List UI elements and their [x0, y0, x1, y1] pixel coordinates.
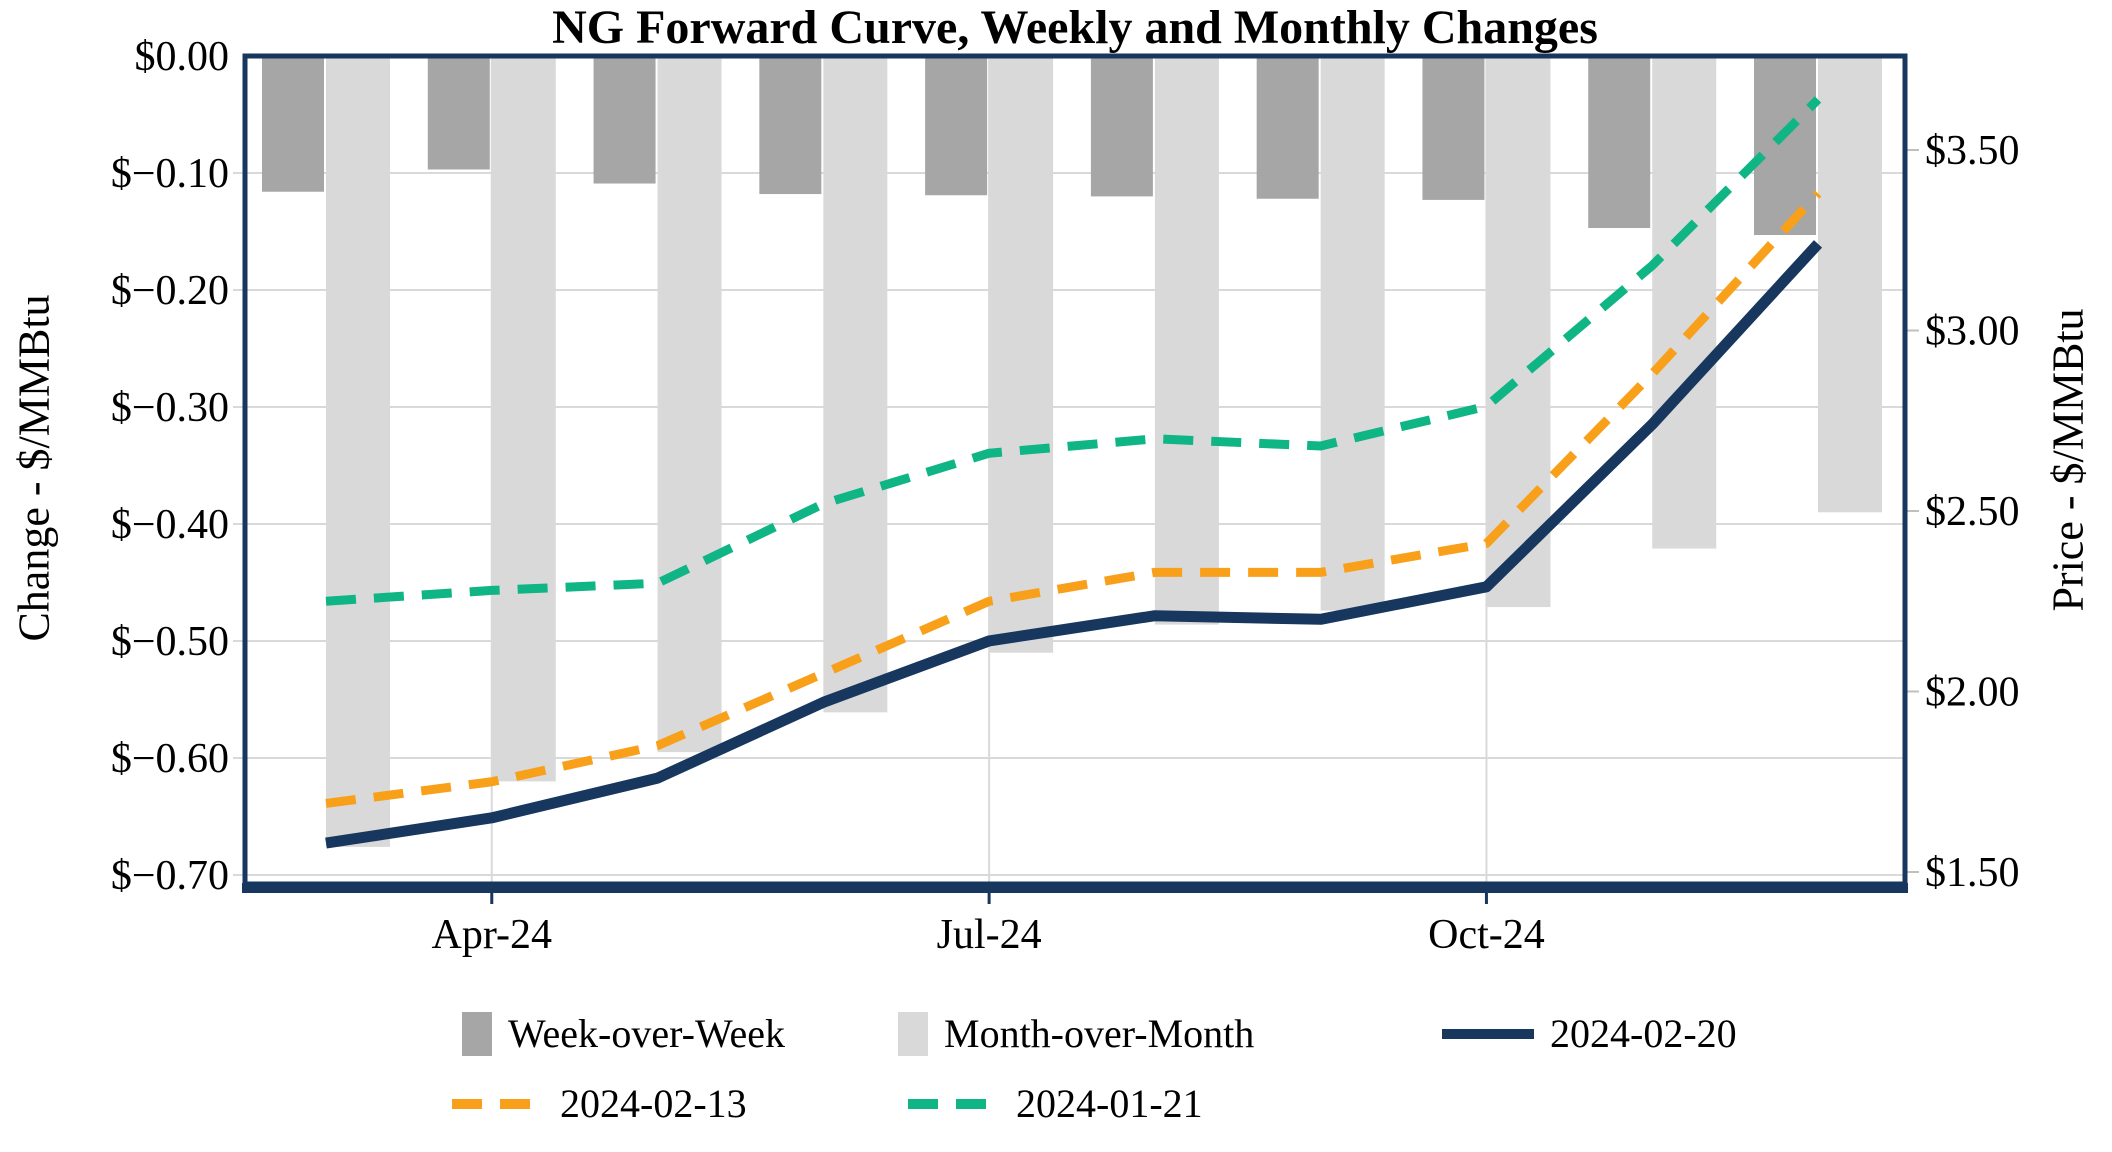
legend-item-2024-02-20: 2024-02-20 — [1442, 1008, 1737, 1060]
left-tick-label: $−0.50 — [111, 619, 229, 665]
dashed-line-swatch-icon — [908, 1099, 1000, 1109]
bar — [989, 56, 1054, 653]
right-tick-label: $3.00 — [1925, 309, 2020, 355]
week-over-week-swatch-icon — [462, 1012, 492, 1056]
x-tick-label: Apr-24 — [432, 912, 552, 958]
left-tick-label: $−0.20 — [111, 268, 229, 314]
legend-label: 2024-02-20 — [1550, 1011, 1737, 1056]
legend-item-2024-01-21: 2024-01-21 — [908, 1078, 1203, 1130]
bar — [1652, 56, 1717, 549]
bar — [657, 56, 722, 753]
x-tick-label: Oct-24 — [1428, 912, 1545, 958]
bar — [925, 56, 988, 196]
right-tick-label: $2.50 — [1925, 489, 2020, 535]
right-tick-label: $3.50 — [1925, 128, 2020, 174]
bar — [1588, 56, 1651, 228]
x-tick-label: Jul-24 — [937, 912, 1042, 958]
left-tick-label: $−0.70 — [111, 853, 229, 899]
series-line-2024-02-13 — [325, 190, 1822, 808]
solid-line-swatch-icon — [1442, 1029, 1534, 1039]
legend-item-2024-02-13: 2024-02-13 — [452, 1078, 747, 1130]
right-tick-label: $1.50 — [1925, 850, 2020, 896]
left-tick-label: $−0.10 — [111, 151, 229, 197]
right-tick-label: $2.00 — [1925, 670, 2020, 716]
bar — [1090, 56, 1153, 197]
wow-bars — [262, 56, 1816, 236]
legend-item-month-over-month: Month-over-Month — [898, 1008, 1254, 1060]
dashed-line-swatch-icon — [452, 1099, 544, 1109]
right-axis-title: Price - $/MMBtu — [2043, 308, 2093, 612]
chart-title: NG Forward Curve, Weekly and Monthly Cha… — [552, 1, 1598, 54]
month-over-month-swatch-icon — [898, 1012, 928, 1056]
bar — [427, 56, 490, 170]
bar — [759, 56, 822, 195]
bar — [1256, 56, 1319, 199]
left-axis-title: Change - $/MMBtu — [9, 294, 59, 642]
bar — [262, 56, 324, 192]
legend-label: 2024-01-21 — [1016, 1081, 1203, 1126]
mom-bars — [326, 56, 1882, 847]
legend-label: 2024-02-13 — [560, 1081, 747, 1126]
bar — [491, 56, 556, 782]
bar — [823, 56, 888, 713]
left-tick-label: $−0.30 — [111, 385, 229, 431]
bar — [593, 56, 656, 184]
left-tick-label: $−0.40 — [111, 502, 229, 548]
bar — [1486, 56, 1551, 608]
bar — [1154, 56, 1219, 625]
legend-item-week-over-week: Week-over-Week — [462, 1008, 785, 1060]
axis-tick-labels: $0.00 $−0.10 $−0.20 $−0.30 $−0.40 $−0.50 $−0.6… — [111, 34, 2020, 958]
bar — [1422, 56, 1485, 200]
bar — [1754, 56, 1816, 236]
bar — [1320, 56, 1385, 611]
left-tick-label: $−0.60 — [111, 736, 229, 782]
legend-label: Month-over-Month — [944, 1011, 1255, 1056]
bar — [326, 56, 390, 847]
series-line-2024-01-21 — [325, 96, 1822, 606]
bar — [1818, 56, 1882, 513]
left-tick-label: $0.00 — [135, 34, 230, 80]
series-line-2024-02-20 — [325, 240, 1823, 849]
legend-label: Week-over-Week — [508, 1011, 786, 1056]
